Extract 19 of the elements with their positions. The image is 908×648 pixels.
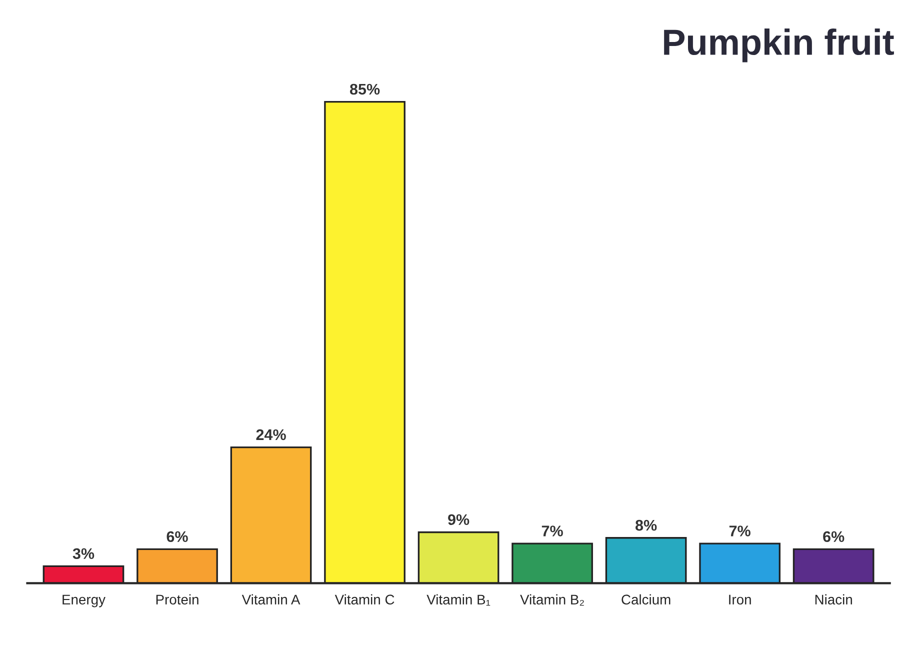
x-tick-label: Iron <box>729 594 751 605</box>
x-tick-label: Energy <box>62 594 106 608</box>
x-tick-label: Protein <box>156 594 198 605</box>
chart-title: Pumpkin fruit <box>664 28 894 62</box>
x-tick-label: Vitamin C <box>334 594 394 605</box>
x-tick-label: Vitamin B₁ <box>426 594 490 606</box>
x-tick-label: Niacin <box>815 594 852 605</box>
data-label: 3% <box>72 548 94 560</box>
data-label: 6% <box>823 531 844 542</box>
data-label: 7% <box>729 526 750 536</box>
data-label: 7% <box>542 526 563 536</box>
data-label: 85% <box>350 84 380 95</box>
data-label: 24% <box>256 429 286 440</box>
x-tick-label: Calcium <box>622 594 670 605</box>
data-label: 9% <box>448 514 470 526</box>
data-label: 8% <box>636 520 657 531</box>
x-tick-label: Vitamin B₂ <box>520 594 584 606</box>
data-label: 6% <box>166 531 188 542</box>
x-tick-label: Vitamin A <box>242 594 300 605</box>
